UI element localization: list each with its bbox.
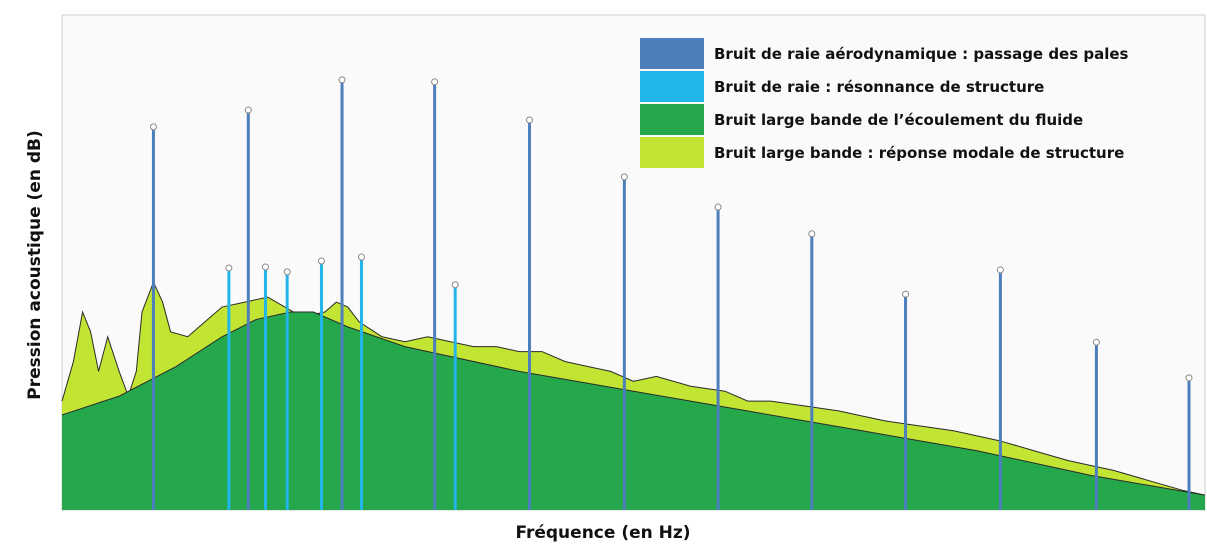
area (62, 312, 1205, 510)
legend-swatch (640, 104, 704, 135)
stem-marker (338, 76, 346, 84)
stem-marker (1092, 338, 1100, 346)
area-outline (61, 311, 1206, 496)
legend-label: Bruit de raie aérodynamique : passage de… (714, 45, 1129, 63)
stem-marker (902, 290, 910, 298)
legend-swatch (640, 71, 704, 102)
legend-swatch (640, 38, 704, 69)
stem-marker (283, 268, 291, 276)
stem-marker (525, 116, 533, 124)
stem-marker (451, 281, 459, 289)
stems (149, 76, 1193, 510)
stem-marker (996, 266, 1004, 274)
y-axis-label: Pression acoustique (en dB) (25, 130, 45, 399)
stem-marker (714, 203, 722, 211)
legend-label: Bruit large bande : réponse modale de st… (714, 144, 1124, 162)
legend-label: Bruit de raie : résonnance de structure (714, 78, 1044, 96)
stem-marker (261, 263, 269, 271)
stem-marker (149, 123, 157, 131)
legend-label: Bruit large bande de l’écoulement du flu… (714, 111, 1083, 129)
x-axis-label: Fréquence (en Hz) (515, 523, 690, 543)
stem-marker (317, 257, 325, 265)
stem-marker (225, 264, 233, 272)
stem-marker (620, 173, 628, 181)
legend: Bruit de raie aérodynamique : passage de… (640, 38, 1129, 168)
legend-swatch (640, 137, 704, 168)
stem-marker (357, 253, 365, 261)
area-outline (61, 281, 1206, 496)
stem-marker (1185, 374, 1193, 382)
areas (61, 281, 1206, 510)
stem-marker (808, 230, 816, 238)
stem-marker (431, 78, 439, 86)
stem-marker (244, 106, 252, 114)
